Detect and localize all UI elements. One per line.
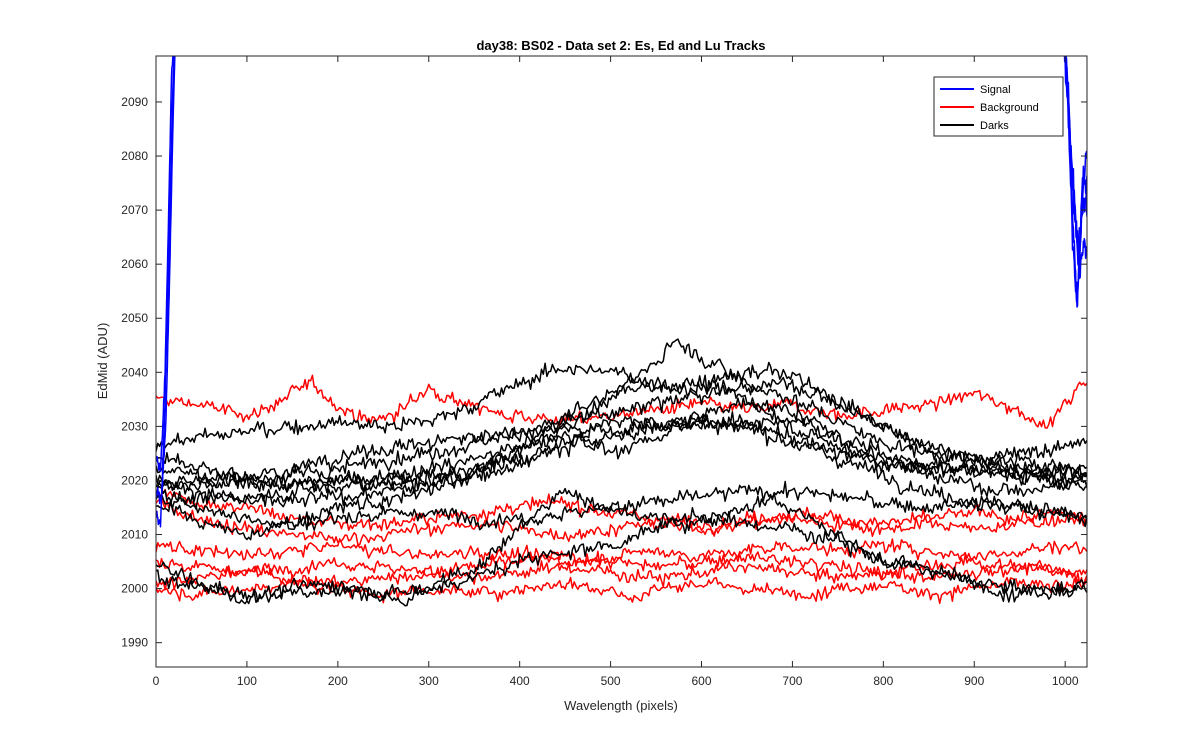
legend: Signal Background Darks bbox=[933, 76, 1064, 137]
series-line-signal-2 bbox=[156, 56, 176, 505]
y-tick-label: 2060 bbox=[121, 257, 148, 271]
series-line-background-11 bbox=[156, 550, 1087, 581]
series-line-darks-19 bbox=[156, 397, 1087, 493]
series-line-darks-18 bbox=[156, 414, 1087, 521]
series-line-background-9 bbox=[156, 495, 1087, 546]
series-line-signal-1 bbox=[156, 56, 174, 472]
x-tick-label: 800 bbox=[873, 674, 893, 688]
series-layer bbox=[156, 56, 1087, 607]
y-tick-label: 2050 bbox=[121, 311, 148, 325]
x-tick-label: 600 bbox=[691, 674, 711, 688]
y-tick-label: 2010 bbox=[121, 528, 148, 542]
series-line-darks-21 bbox=[156, 480, 1087, 531]
legend-label-signal: Signal bbox=[980, 84, 1011, 96]
x-tick-label: 0 bbox=[153, 674, 160, 688]
x-tick-label: 200 bbox=[328, 674, 348, 688]
series-line-background-13 bbox=[156, 576, 1087, 605]
x-ticks: 0 100 200 300 400 500 600 700 800 900 1000 bbox=[153, 56, 1079, 688]
legend-label-darks: Darks bbox=[980, 120, 1009, 132]
series-line-background-10 bbox=[156, 538, 1087, 567]
y-ticks: 1990 2000 2010 2020 2030 2040 2050 2060 2070 2080… bbox=[121, 95, 1087, 650]
series-line-background-8 bbox=[156, 488, 1087, 535]
series-line-signal-0 bbox=[156, 56, 175, 528]
series-line-darks-20 bbox=[156, 374, 1087, 541]
series-line-darks-17 bbox=[156, 414, 1087, 489]
legend-label-background: Background bbox=[980, 102, 1039, 114]
series-line-darks-24 bbox=[156, 411, 1087, 508]
y-tick-label: 2040 bbox=[121, 365, 148, 379]
x-axis-label: Wavelength (pixels) bbox=[564, 698, 678, 713]
y-tick-label: 2020 bbox=[121, 473, 148, 487]
series-line-signal-6 bbox=[1064, 56, 1087, 279]
y-tick-label: 2080 bbox=[121, 149, 148, 163]
x-tick-label: 100 bbox=[237, 674, 257, 688]
chart-title: day38: BS02 - Data set 2: Es, Ed and Lu … bbox=[476, 38, 765, 53]
y-tick-label: 2000 bbox=[121, 582, 148, 596]
x-tick-label: 700 bbox=[782, 674, 802, 688]
series-line-darks-16 bbox=[156, 361, 1087, 492]
y-tick-label: 2090 bbox=[121, 95, 148, 109]
series-line-darks-23 bbox=[156, 492, 1087, 603]
x-tick-label: 500 bbox=[601, 674, 621, 688]
y-tick-label: 2070 bbox=[121, 203, 148, 217]
axes-box bbox=[155, 55, 1088, 668]
y-tick-label: 1990 bbox=[121, 636, 148, 650]
x-tick-label: 900 bbox=[964, 674, 984, 688]
x-tick-label: 400 bbox=[510, 674, 530, 688]
y-tick-label: 2030 bbox=[121, 419, 148, 433]
x-tick-label: 1000 bbox=[1052, 674, 1079, 688]
series-line-darks-22 bbox=[156, 487, 1087, 607]
x-tick-label: 300 bbox=[419, 674, 439, 688]
y-axis-label: EdMid (ADU) bbox=[95, 323, 110, 400]
